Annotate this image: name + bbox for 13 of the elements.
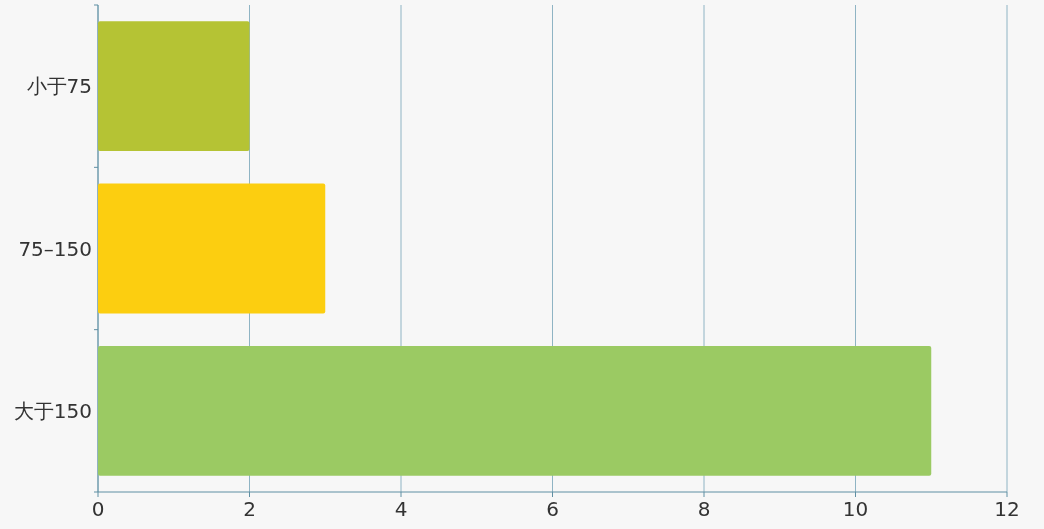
x-tick-label: 4 <box>394 497 408 521</box>
bar <box>98 345 932 476</box>
x-tick-label: 12 <box>994 497 1020 521</box>
bar <box>98 21 250 152</box>
y-tick-label: 小于75 <box>26 74 92 99</box>
bar <box>98 183 326 314</box>
x-tick-label: 0 <box>91 497 105 521</box>
x-tick-label: 2 <box>243 497 256 521</box>
x-tick-label: 10 <box>842 497 869 521</box>
y-tick-label: 75–150 <box>18 236 92 261</box>
x-tick-label: 6 <box>546 497 559 521</box>
y-tick-label: 大于150 <box>13 398 92 423</box>
x-tick-label: 8 <box>697 497 711 521</box>
